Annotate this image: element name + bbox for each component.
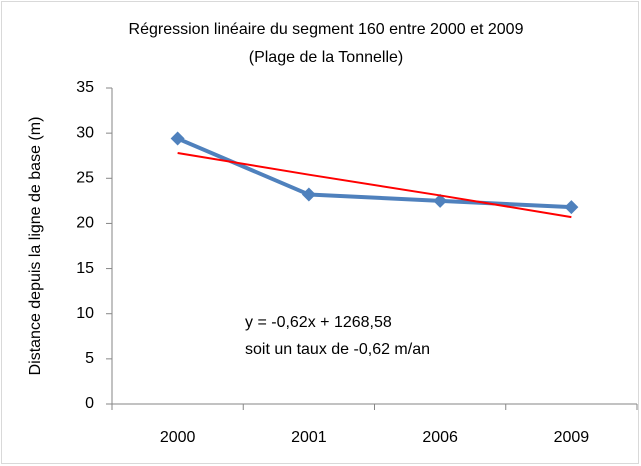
chart-subtitle: (Plage de la Tonnelle) [249, 49, 403, 66]
y-tick-label: 15 [76, 260, 94, 277]
marker [170, 131, 185, 146]
marker [301, 187, 316, 202]
y-tick-label: 30 [76, 124, 94, 141]
chart-title: Régression linéaire du segment 160 entre… [129, 21, 524, 38]
y-tick-label: 10 [76, 305, 94, 322]
x-tick-label: 2001 [291, 429, 327, 446]
annotation: soit un taux de -0,62 m/an [245, 341, 430, 358]
y-tick-label: 5 [85, 350, 94, 367]
x-tick-label: 2000 [160, 429, 196, 446]
y-tick-label: 0 [85, 395, 94, 412]
series-line [177, 152, 572, 219]
y-tick-label: 35 [76, 79, 94, 96]
x-tick-label: 2006 [422, 429, 458, 446]
series-line [176, 136, 572, 210]
y-tick-label: 20 [76, 215, 94, 232]
marker [433, 193, 448, 208]
marker [564, 200, 579, 215]
x-tick-label: 2009 [554, 429, 590, 446]
y-tick-label: 25 [76, 170, 94, 187]
y-axis-label: Distance depuis la ligne de base (m) [27, 117, 44, 376]
annotation: y = -0,62x + 1268,58 [245, 314, 392, 331]
